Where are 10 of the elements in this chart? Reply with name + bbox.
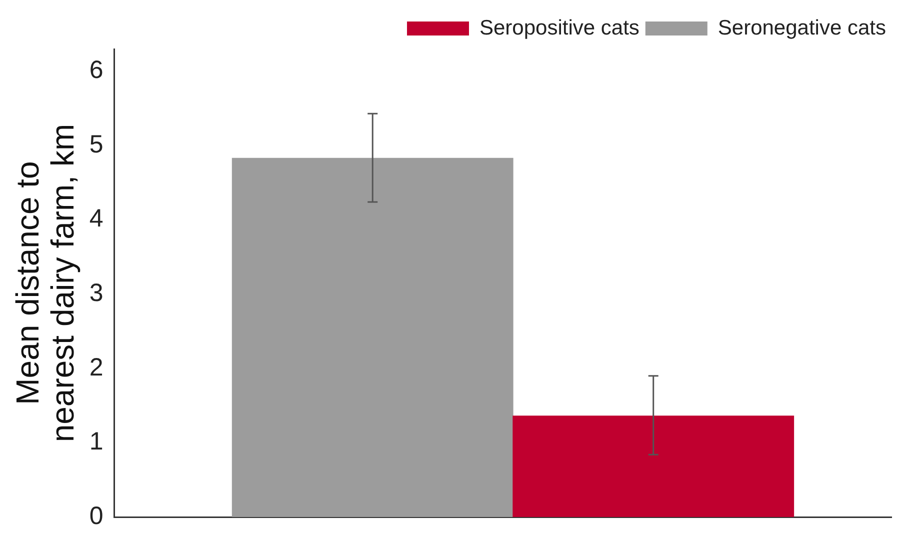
legend-label: Seronegative cats	[718, 16, 886, 40]
legend-label: Seropositive cats	[479, 16, 640, 40]
y-tick-label: 6	[89, 56, 104, 84]
y-tick-label: 5	[89, 130, 104, 158]
y-tick-label: 0	[89, 502, 104, 530]
y-tick-label: 4	[89, 204, 104, 233]
y-axis-title: Mean distance to nearest dairy farm, km	[9, 124, 81, 442]
y-tick-label: 1	[89, 428, 104, 456]
y-tick-label: 2	[89, 353, 104, 382]
y-tick-label: 3	[89, 279, 104, 308]
